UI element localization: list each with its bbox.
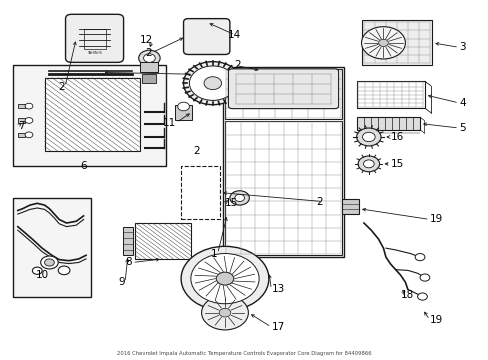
- Text: 2: 2: [58, 82, 65, 92]
- Text: 2: 2: [234, 60, 241, 70]
- Circle shape: [201, 296, 248, 330]
- Text: 6: 6: [80, 161, 87, 171]
- Text: 2: 2: [315, 197, 322, 207]
- Text: 17: 17: [271, 322, 284, 332]
- Circle shape: [419, 274, 429, 281]
- Circle shape: [203, 77, 221, 90]
- Text: 2: 2: [145, 48, 152, 58]
- FancyBboxPatch shape: [183, 19, 229, 54]
- Text: 7: 7: [18, 121, 24, 131]
- Circle shape: [414, 253, 424, 261]
- Bar: [18, 104, 25, 108]
- Bar: [224, 69, 341, 119]
- Bar: [140, 62, 158, 72]
- Text: 18: 18: [400, 290, 413, 300]
- Bar: [18, 133, 25, 137]
- Circle shape: [58, 266, 70, 275]
- Circle shape: [219, 309, 230, 317]
- Bar: [181, 166, 220, 220]
- Text: 12: 12: [140, 35, 153, 45]
- Text: 4: 4: [458, 98, 465, 108]
- Text: 1: 1: [211, 248, 217, 258]
- Bar: [356, 81, 424, 108]
- Bar: [361, 21, 431, 65]
- Text: 15: 15: [390, 159, 403, 169]
- Bar: [13, 65, 166, 166]
- Bar: [142, 74, 156, 83]
- Text: 3: 3: [458, 42, 465, 52]
- Circle shape: [216, 272, 233, 285]
- Text: 9: 9: [118, 277, 125, 287]
- Circle shape: [356, 128, 380, 146]
- Circle shape: [44, 259, 54, 266]
- Bar: [13, 198, 91, 297]
- Text: 13: 13: [271, 284, 284, 294]
- Text: TAHINIIS: TAHINIIS: [87, 51, 102, 55]
- Text: 11: 11: [163, 118, 176, 128]
- Circle shape: [361, 27, 405, 59]
- Bar: [356, 117, 419, 130]
- FancyBboxPatch shape: [228, 69, 338, 109]
- FancyBboxPatch shape: [65, 14, 123, 62]
- Bar: [224, 121, 341, 255]
- Circle shape: [181, 246, 268, 311]
- Text: 19: 19: [429, 215, 442, 224]
- Circle shape: [183, 62, 242, 105]
- Circle shape: [378, 39, 387, 46]
- Circle shape: [357, 156, 379, 172]
- Circle shape: [41, 256, 58, 269]
- Bar: [122, 226, 133, 255]
- Text: 2016 Chevrolet Impala Automatic Temperature Controls Evaporator Core Diagram for: 2016 Chevrolet Impala Automatic Temperat…: [117, 351, 371, 356]
- Circle shape: [32, 267, 42, 274]
- Text: 5: 5: [458, 123, 465, 133]
- Circle shape: [177, 102, 189, 111]
- Circle shape: [189, 66, 236, 100]
- Bar: [44, 78, 140, 151]
- Circle shape: [363, 160, 373, 168]
- Circle shape: [229, 191, 249, 205]
- Text: 8: 8: [125, 257, 132, 267]
- Text: 16: 16: [390, 132, 403, 142]
- Bar: [222, 67, 344, 257]
- Circle shape: [362, 132, 374, 141]
- Bar: [18, 118, 25, 123]
- Circle shape: [234, 194, 244, 202]
- Circle shape: [25, 103, 33, 109]
- Circle shape: [25, 132, 33, 138]
- Circle shape: [143, 54, 155, 62]
- Bar: [341, 199, 358, 214]
- Text: 10: 10: [36, 270, 49, 280]
- Text: 19: 19: [429, 315, 442, 325]
- Bar: [174, 105, 192, 120]
- Circle shape: [139, 50, 160, 66]
- Text: 15: 15: [224, 198, 238, 208]
- Circle shape: [25, 118, 33, 123]
- Bar: [135, 223, 190, 259]
- Circle shape: [190, 253, 259, 304]
- Text: 14: 14: [227, 30, 240, 40]
- Text: 2: 2: [193, 146, 200, 156]
- Bar: [83, 30, 105, 49]
- Circle shape: [417, 293, 427, 300]
